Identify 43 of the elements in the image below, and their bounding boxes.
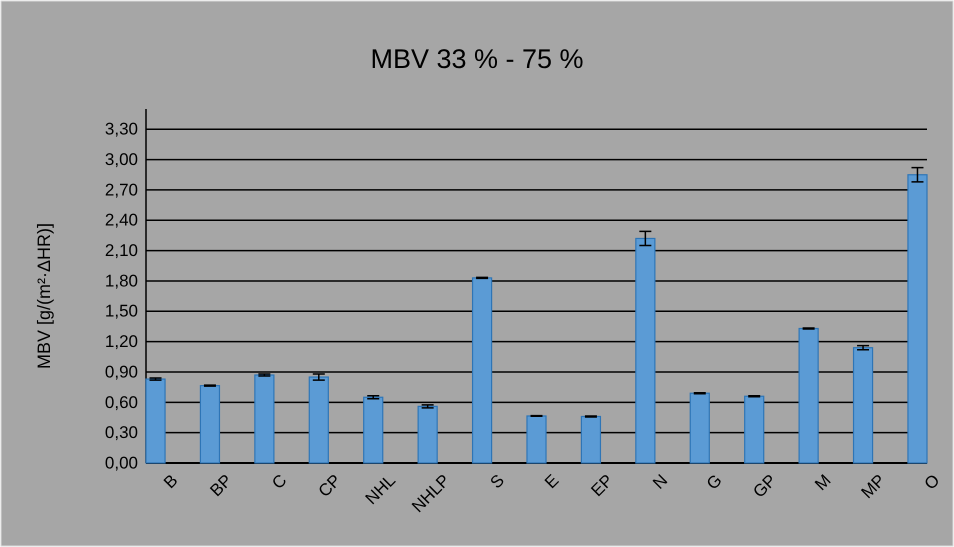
y-tick-label: 0,90 (104, 362, 138, 382)
x-tick-label: M (811, 470, 835, 494)
bar (744, 396, 764, 464)
x-tick-label: C (268, 470, 290, 493)
y-tick-label: 0,00 (104, 453, 138, 472)
y-tick-label: 0,30 (104, 423, 138, 442)
y-tick-label: 1,80 (104, 271, 138, 290)
bar (363, 396, 384, 464)
bar (200, 385, 220, 464)
y-tick-label: 2,70 (104, 180, 138, 200)
bar (690, 392, 710, 464)
y-axis-title: MBV [g/(m²·ΔHR)] (34, 222, 54, 370)
bar (254, 374, 274, 464)
bar (635, 238, 656, 464)
bar (526, 415, 547, 464)
y-tick-label: 1,20 (104, 332, 138, 352)
bar (418, 406, 438, 464)
x-tick-label: CP (314, 470, 345, 501)
bar (852, 347, 874, 464)
x-tick-label: BP (206, 470, 236, 500)
x-tick-label: N (649, 470, 672, 493)
chart-title: MBV 33 % - 75 % (370, 44, 584, 74)
y-tick-label: 3,00 (104, 150, 138, 170)
bar (907, 174, 928, 464)
x-tick-label: G (702, 470, 726, 494)
y-tick-label: 2,40 (104, 210, 138, 230)
bar (308, 376, 329, 464)
x-tick-label: S (486, 470, 508, 492)
x-tick-label: B (160, 470, 182, 492)
x-tick-label: GP (749, 470, 780, 502)
y-tick-label: 0,60 (104, 392, 138, 412)
x-tick-label: MP (858, 470, 889, 502)
x-tick-label: NHL (362, 470, 400, 508)
x-tick-label: E (540, 470, 562, 492)
x-tick-label: EP (587, 470, 617, 500)
y-tick-label: 2,10 (104, 241, 138, 260)
bar (580, 416, 602, 464)
y-tick-label: 1,50 (104, 302, 138, 321)
bar (798, 328, 819, 464)
y-tick-label: 3,30 (104, 120, 138, 139)
bar (145, 378, 166, 464)
x-tick-label: O (920, 470, 944, 494)
bar (472, 277, 492, 464)
